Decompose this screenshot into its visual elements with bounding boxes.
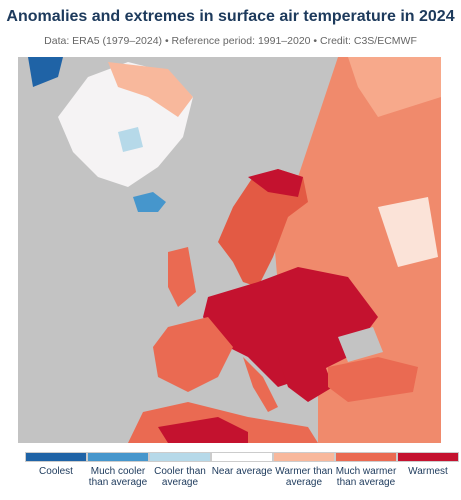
legend-label: Warmer than average	[275, 466, 333, 488]
britain	[168, 247, 196, 307]
iceland	[133, 192, 166, 212]
land-east-light	[378, 197, 438, 267]
land-arctic	[348, 57, 441, 117]
legend-item: Coolest	[25, 452, 87, 488]
legend-swatch	[25, 452, 87, 462]
central-europe	[203, 267, 378, 387]
scandinavia-north	[248, 169, 303, 197]
turkey	[328, 357, 418, 402]
legend-label: Cooler than average	[154, 466, 206, 488]
map	[18, 57, 441, 443]
legend-label: Much cooler than average	[88, 466, 148, 488]
legend-swatch	[211, 452, 273, 462]
legend-label: Coolest	[39, 466, 73, 477]
legend-swatch	[397, 452, 459, 462]
italy	[243, 357, 278, 412]
legend-item: Warmer than average	[273, 452, 335, 488]
legend-item: Much cooler than average	[87, 452, 149, 488]
greenland-warm	[108, 62, 193, 117]
legend-label: Warmest	[408, 466, 448, 477]
arctic-islands	[28, 57, 63, 87]
legend-swatch	[335, 452, 397, 462]
title: Anomalies and extremes in surface air te…	[6, 8, 455, 25]
subtitle: Data: ERA5 (1979–2024) • Reference perio…	[44, 35, 417, 47]
legend-label: Near average	[211, 466, 273, 477]
iberia	[153, 317, 233, 392]
legend-item: Cooler than average	[149, 452, 211, 488]
legend: Coolest Much cooler than average Cooler th…	[25, 452, 459, 488]
scandinavia	[218, 169, 308, 287]
black-sea	[338, 327, 383, 362]
legend-item: Much warmer than average	[335, 452, 397, 488]
legend-item: Near average	[211, 452, 273, 488]
balkans	[278, 347, 333, 402]
legend-swatch	[149, 452, 211, 462]
legend-label: Much warmer than average	[335, 466, 397, 488]
legend-swatch	[87, 452, 149, 462]
africa-hot	[158, 417, 248, 443]
greenland-cool	[118, 127, 143, 152]
legend-swatch	[273, 452, 335, 462]
legend-item: Warmest	[397, 452, 459, 488]
